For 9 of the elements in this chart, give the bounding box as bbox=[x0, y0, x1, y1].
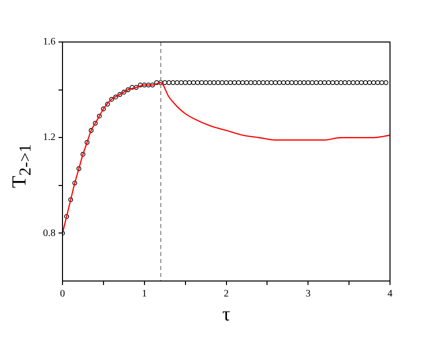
x-tick-label: 4 bbox=[388, 288, 392, 300]
y-tick-label: 1.6 bbox=[43, 36, 56, 48]
x-tick-label: 3 bbox=[306, 288, 311, 300]
x-tick-label: 2 bbox=[224, 288, 229, 300]
x-tick-label: 0 bbox=[60, 288, 65, 300]
x-tick-label: 1 bbox=[142, 288, 147, 300]
x-axis-title: τ bbox=[222, 303, 230, 326]
y-tick-label: 1.2 bbox=[43, 132, 56, 144]
y-tick-label: 0.8 bbox=[43, 228, 56, 239]
